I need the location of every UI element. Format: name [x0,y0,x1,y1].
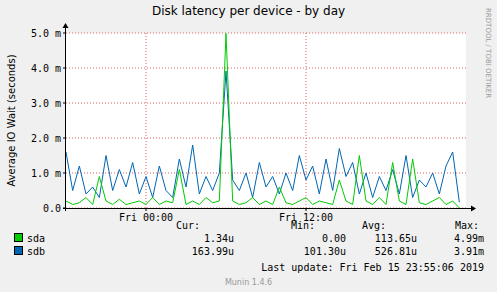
x-axis [63,208,471,209]
y-axis-label: Average IO Wait (seconds) [6,54,17,186]
series-group [66,33,459,208]
title: Disk latency per device - by day [152,4,345,18]
y-grid-line [66,173,466,174]
background [0,0,497,292]
y-tick-label: 1.0 m [31,168,61,179]
legend-stat: 526.81u [375,246,417,257]
x-axis-arrow [471,206,476,212]
legend-label: sdb [27,246,45,257]
y-grid-line [66,33,466,34]
series-line [66,71,459,202]
legend-stat: 101.30u [304,246,346,257]
grid [66,33,466,208]
y-tick-label: 4.0 m [31,63,61,74]
legend-stat: 3.91m [454,246,484,257]
legend-header: Min: [291,220,315,231]
legend-swatch [15,247,23,255]
y-grid-line [66,138,466,139]
y-tick-label: 2.0 m [31,133,61,144]
y-axis-arrow [63,23,69,28]
y-tick-label: 0.0 [43,203,61,214]
legend-header: Avg: [362,220,386,231]
y-grid-line [66,68,466,69]
x-grid-line [306,33,307,208]
version: Munin 1.4.6 [225,278,272,287]
y-grid-line [66,103,466,104]
legend: Cur: Min: Avg: Max: sda 1.34u 0.00 113.65u 4.99m… [15,220,485,257]
footer: Last update: Fri Feb 15 23:55:06 2019 [261,262,484,273]
chart: Disk latency per device - by day RRDTOOL … [0,0,497,292]
watermark: RRDTOOL / TOBI OETIKER [484,8,492,98]
x-tick-label: Fri 00:00 [119,212,173,223]
y-tick-label: 3.0 m [31,98,61,109]
legend-header: Cur: [176,220,200,231]
x-grid-line [146,33,147,208]
legend-label: sda [27,233,45,244]
legend-header: Max: [455,220,479,231]
plot-area [66,33,466,208]
legend-swatch [15,234,23,242]
legend-stat: 0.00 [322,233,346,244]
y-tick-label: 5.0 m [31,28,61,39]
legend-stat: 1.34u [204,233,234,244]
legend-stat: 113.65u [375,233,417,244]
series-line [66,33,459,208]
y-axis [65,28,66,211]
legend-stat: 4.99m [454,233,484,244]
legend-stat: 163.99u [192,246,234,257]
